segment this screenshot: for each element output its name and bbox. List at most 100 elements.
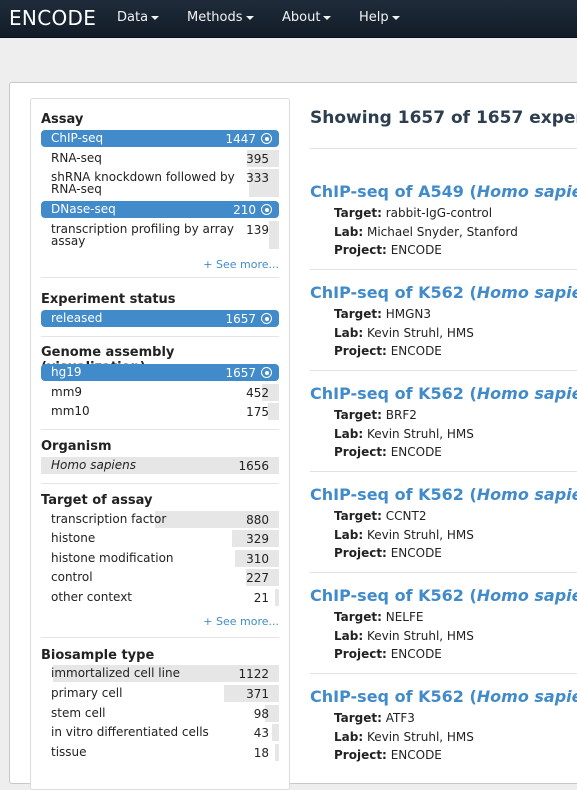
field-label: Target: (334, 610, 382, 624)
facet-term-hg19[interactable]: hg19 1657 (41, 364, 279, 381)
term-count-bar (268, 403, 279, 420)
field-label: Target: (334, 206, 382, 220)
facet-term-shrna-knockdown[interactable]: shRNA knockdown followed by RNA-seq 333 (41, 169, 279, 197)
see-more-link[interactable]: + See more... (203, 258, 279, 271)
facet-term-transcription-factor[interactable]: transcription factor 880 (41, 511, 279, 528)
field-value: NELFE (385, 610, 424, 624)
facet-title: Organism (41, 439, 112, 454)
remove-filter-icon[interactable] (261, 367, 272, 378)
result-target: Target: ATF3 (334, 711, 415, 725)
field-value: Kevin Struhl, HMS (366, 427, 474, 441)
term-label: transcription profiling by array assay (51, 222, 235, 248)
facet-term-mm9[interactable]: mm9 452 (41, 384, 279, 401)
term-count: 1447 (225, 132, 256, 146)
remove-filter-icon[interactable] (261, 204, 272, 215)
facet-term-immortalized-cell-line[interactable]: immortalized cell line 1122 (41, 665, 279, 682)
result-project: Project: ENCODE (334, 344, 442, 358)
facet-term-mm10[interactable]: mm10 175 (41, 403, 279, 420)
term-count-bar (235, 550, 279, 567)
term-label: in vitro differentiated cells (51, 725, 209, 739)
nav-menu-methods[interactable]: Methods (187, 10, 254, 25)
facet-term-homo-sapiens[interactable]: Homo sapiens 1656 (41, 457, 279, 474)
field-label: Lab: (334, 225, 364, 239)
facet-divider (41, 277, 279, 278)
result-title-link[interactable]: ChIP-seq of K562 (Homo sapiens, ...) (310, 384, 577, 403)
remove-filter-icon[interactable] (261, 133, 272, 144)
result-item: ChIP-seq of K562 (Homo sapiens, ...) Tar… (310, 586, 577, 666)
term-label: control (51, 570, 93, 584)
term-count: 43 (253, 726, 269, 740)
term-count: 880 (246, 513, 269, 527)
term-label: tissue (51, 745, 87, 759)
facet-term-transcription-profiling[interactable]: transcription profiling by array assay 1… (41, 221, 279, 249)
nav-menu-methods-label: Methods (187, 10, 243, 25)
facet-term-primary-cell[interactable]: primary cell 371 (41, 685, 279, 702)
term-label: primary cell (51, 686, 123, 700)
term-label: RNA-seq (51, 151, 102, 165)
facet-term-other-context[interactable]: other context 21 (41, 589, 279, 606)
term-count: 175 (246, 405, 269, 419)
results-divider (310, 673, 577, 674)
facet-term-stem-cell[interactable]: stem cell 98 (41, 705, 279, 722)
term-count: 98 (253, 707, 269, 721)
nav-menu-help-label: Help (359, 10, 389, 25)
result-title-link[interactable]: ChIP-seq of K562 (Homo sapiens, ...) (310, 283, 577, 302)
result-title-link[interactable]: ChIP-seq of K562 (Homo sapiens, ...) (310, 485, 577, 504)
nav-menu-help[interactable]: Help (359, 10, 400, 25)
facet-term-in-vitro-differentiated[interactable]: in vitro differentiated cells 43 (41, 724, 279, 741)
result-organism: Homo sapiens (476, 485, 577, 504)
result-item: ChIP-seq of K562 (Homo sapiens, ...) Tar… (310, 283, 577, 363)
result-project: Project: ENCODE (334, 546, 442, 560)
facet-term-rna-seq[interactable]: RNA-seq 395 (41, 150, 279, 167)
result-lab: Lab: Kevin Struhl, HMS (334, 730, 474, 744)
result-title-link[interactable]: ChIP-seq of A549 (Homo sapiens, ...) (310, 182, 577, 201)
result-organism: Homo sapiens (476, 283, 577, 302)
result-organism: Homo sapiens (476, 182, 577, 201)
field-value: Kevin Struhl, HMS (366, 326, 474, 340)
facet-term-released[interactable]: released 1657 (41, 310, 279, 327)
caret-down-icon (245, 15, 254, 20)
field-label: Lab: (334, 629, 364, 643)
field-label: Target: (334, 307, 382, 321)
result-title-link[interactable]: ChIP-seq of K562 (Homo sapiens, ...) (310, 687, 577, 706)
facet-term-control[interactable]: control 227 (41, 569, 279, 586)
result-assay: ChIP-seq of K562 (310, 586, 464, 605)
result-project: Project: ENCODE (334, 445, 442, 459)
field-value: ENCODE (390, 445, 442, 459)
term-count: 452 (246, 386, 269, 400)
field-label: Lab: (334, 427, 364, 441)
term-count-bar (224, 685, 279, 702)
remove-filter-icon[interactable] (261, 313, 272, 324)
see-more-link[interactable]: + See more... (203, 615, 279, 628)
facet-term-tissue[interactable]: tissue 18 (41, 744, 279, 761)
result-title-link[interactable]: ChIP-seq of K562 (Homo sapiens, ...) (310, 586, 577, 605)
field-value: Kevin Struhl, HMS (366, 528, 474, 542)
nav-menu-about[interactable]: About (282, 10, 332, 25)
facet-title: Target of assay (41, 493, 153, 508)
result-item: ChIP-seq of K562 (Homo sapiens, ...) Tar… (310, 485, 577, 565)
brand-logo[interactable]: ENCODE (9, 6, 97, 30)
caret-down-icon (391, 15, 400, 20)
nav-menu-about-label: About (282, 10, 321, 25)
field-label: Project: (334, 243, 387, 257)
facet-divider (41, 336, 279, 337)
facet-term-histone[interactable]: histone 329 (41, 530, 279, 547)
result-item: ChIP-seq of K562 (Homo sapiens, ...) Tar… (310, 384, 577, 464)
facet-term-chip-seq[interactable]: ChIP-seq 1447 (41, 130, 279, 147)
nav-menu-data[interactable]: Data (117, 10, 160, 25)
field-value: Michael Snyder, Stanford (366, 225, 518, 239)
term-count-bar (41, 457, 279, 474)
field-label: Project: (334, 647, 387, 661)
term-label: transcription factor (51, 512, 167, 526)
result-assay: ChIP-seq of K562 (310, 283, 464, 302)
facet-term-dnase-seq[interactable]: DNase-seq 210 (41, 201, 279, 218)
term-count-bar (262, 384, 279, 401)
term-count: 139 (246, 223, 269, 237)
facet-term-histone-modification[interactable]: histone modification 310 (41, 550, 279, 567)
facet-divider (41, 483, 279, 484)
term-count-bar (272, 724, 279, 741)
term-label: hg19 (51, 365, 82, 379)
term-count: 333 (246, 171, 269, 185)
term-count: 395 (246, 152, 269, 166)
field-value: ENCODE (390, 344, 442, 358)
